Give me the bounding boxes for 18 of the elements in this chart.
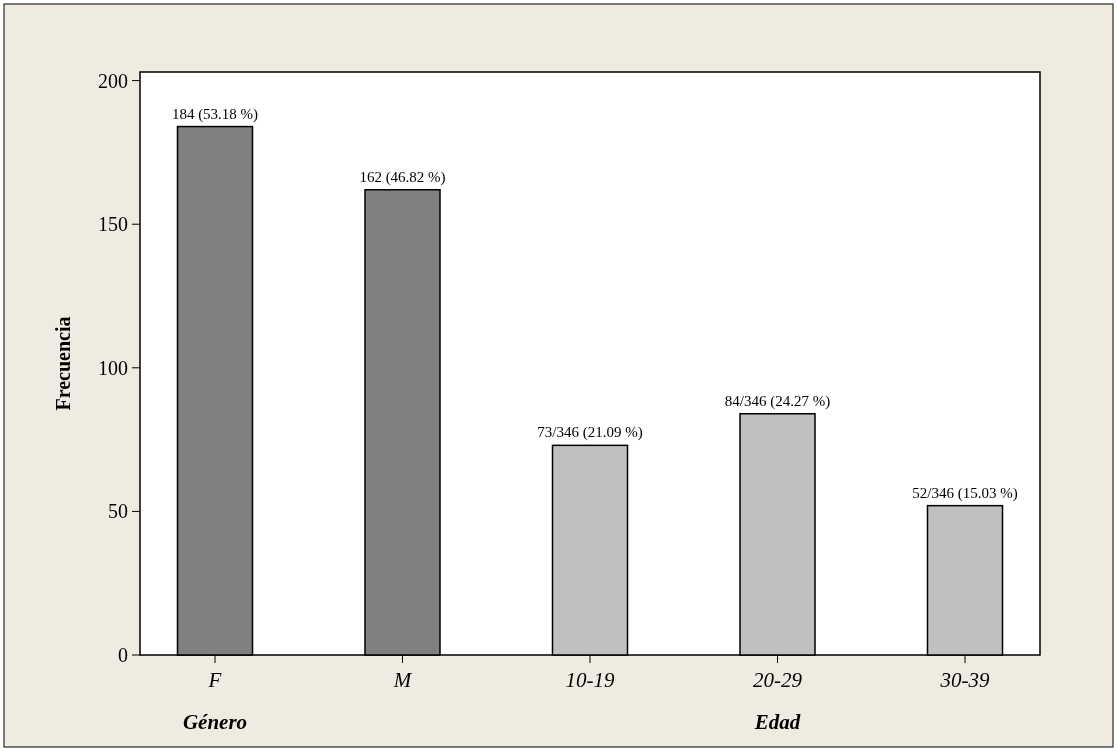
data-label: 162 (46.82 %) — [359, 168, 446, 186]
x-tick-label: M — [392, 668, 413, 692]
x-tick-label: 10-19 — [565, 668, 615, 692]
y-tick-label: 200 — [98, 69, 128, 92]
x-tick-label: 30-39 — [939, 668, 990, 692]
y-axis-title: Frecuencia — [52, 316, 74, 411]
x-tick-label: F — [207, 668, 222, 692]
text: Edad — [753, 710, 801, 734]
text: Género — [182, 710, 248, 734]
y-tick-label: 0 — [118, 644, 128, 666]
data-label: 73/346 (21.09 %) — [537, 424, 643, 442]
data-label: 52/346 (15.03 %) — [912, 484, 1018, 502]
data-label: 84/346 (24.27 %) — [724, 392, 831, 410]
y-tick-label: 150 — [98, 213, 128, 236]
x-tick-label: 20-29 — [753, 668, 803, 692]
y-tick-label: 50 — [108, 500, 128, 523]
y-tick-label: 100 — [98, 356, 128, 379]
data-label: 184 (53.18 %) — [171, 105, 259, 123]
